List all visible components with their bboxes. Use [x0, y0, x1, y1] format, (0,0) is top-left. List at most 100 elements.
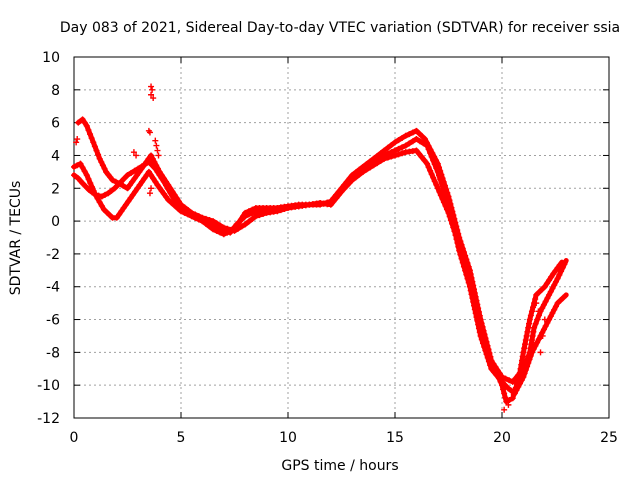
data-point	[202, 220, 209, 227]
data-point	[115, 180, 122, 187]
data-point	[409, 129, 416, 136]
data-point	[210, 226, 217, 233]
data-point	[85, 176, 92, 183]
data-point	[445, 201, 452, 208]
data-point	[120, 204, 127, 211]
data-point	[449, 216, 456, 223]
data-point	[535, 336, 542, 343]
data-point	[532, 342, 539, 349]
plot-border	[73, 56, 610, 419]
data-point	[145, 155, 152, 162]
data-point	[532, 296, 539, 303]
data-point	[249, 215, 256, 222]
data-point	[388, 142, 395, 149]
data-point	[502, 382, 509, 389]
data-point	[96, 155, 103, 162]
data-point	[235, 219, 242, 226]
data-point	[165, 181, 172, 188]
data-point	[434, 168, 441, 175]
data-point	[499, 378, 505, 385]
data-point	[473, 314, 480, 321]
x-tick-label: 25	[600, 430, 618, 446]
data-point	[154, 147, 161, 154]
y-tick-label: -4	[46, 280, 60, 296]
data-point	[532, 320, 539, 327]
data-point	[399, 134, 406, 141]
data-point	[125, 198, 132, 205]
data-point	[509, 395, 516, 402]
data-point	[475, 325, 482, 332]
data-point	[153, 142, 160, 149]
data-point	[409, 138, 416, 145]
data-point	[352, 174, 359, 181]
data-point	[74, 136, 81, 143]
data-point	[479, 340, 486, 347]
data-point	[544, 319, 551, 326]
data-point	[148, 152, 155, 159]
data-point	[349, 177, 356, 184]
data-point	[134, 185, 141, 192]
data-point	[260, 210, 267, 217]
data-point	[482, 347, 489, 354]
data-point	[433, 165, 440, 172]
data-point	[416, 138, 423, 145]
data-point	[168, 199, 175, 206]
data-point	[330, 198, 337, 205]
data-point	[88, 183, 95, 190]
data-point	[521, 345, 528, 352]
data-point	[103, 209, 110, 216]
data-point	[98, 193, 105, 200]
data-point	[88, 135, 95, 142]
data-point	[192, 214, 199, 221]
data-point	[158, 172, 165, 179]
data-point	[531, 324, 538, 331]
data-point	[431, 178, 438, 185]
data-point	[73, 139, 80, 146]
data-point	[469, 295, 476, 302]
x-tick-label: 10	[279, 430, 297, 446]
data-point	[90, 139, 97, 146]
data-point	[155, 152, 162, 159]
data-point	[220, 231, 227, 238]
data-point	[521, 370, 528, 377]
data-point	[559, 264, 566, 271]
y-tick-label: 4	[51, 148, 60, 164]
data-point	[474, 317, 481, 324]
data-point	[529, 332, 536, 339]
data-point	[99, 162, 106, 169]
data-point	[71, 172, 77, 179]
data-point	[541, 283, 548, 290]
data-point	[471, 306, 478, 313]
data-point	[81, 119, 88, 126]
y-tick-label: 0	[51, 214, 60, 230]
data-point	[213, 227, 220, 234]
data-point	[96, 199, 103, 206]
data-point	[370, 159, 377, 166]
y-tick-label: -2	[46, 247, 60, 263]
data-point	[451, 228, 458, 235]
data-point	[449, 220, 456, 227]
data-point	[437, 176, 444, 183]
data-point	[217, 229, 224, 236]
data-point	[427, 150, 434, 157]
chart-title: Day 083 of 2021, Sidereal Day-to-day VTE…	[60, 20, 620, 36]
data-point	[488, 365, 495, 372]
data-point	[472, 310, 479, 317]
data-point	[434, 185, 441, 192]
data-point	[467, 287, 474, 294]
data-point	[501, 406, 508, 413]
data-point	[454, 239, 461, 246]
data-point	[374, 156, 381, 163]
data-point	[540, 326, 547, 333]
data-point	[130, 149, 137, 156]
data-point	[128, 169, 135, 176]
data-point	[106, 212, 113, 219]
data-point	[83, 172, 90, 179]
data-point	[171, 191, 178, 198]
data-point	[87, 180, 94, 187]
data-point	[528, 341, 535, 348]
data-point	[156, 168, 163, 175]
data-point	[505, 401, 512, 408]
data-point	[101, 165, 108, 172]
data-point	[217, 222, 224, 229]
